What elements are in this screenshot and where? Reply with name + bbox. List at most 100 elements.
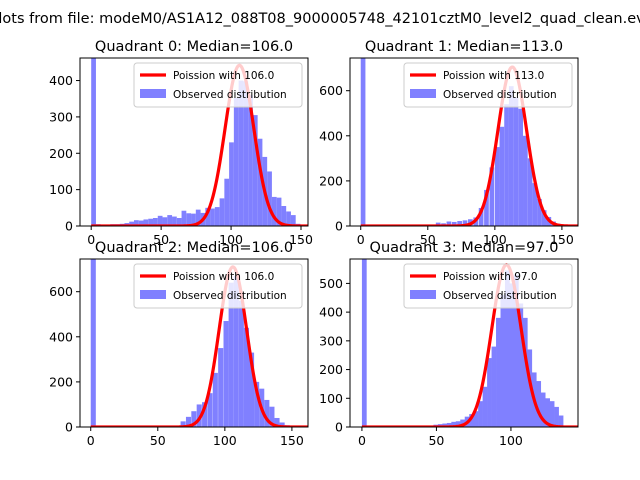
histogram-bar <box>541 210 547 226</box>
histogram-bar <box>532 183 538 226</box>
subplot-1: 0 50 100 150 0 200 400 600 Quadrant 1: Median=11… <box>319 39 579 247</box>
histogram-bar <box>460 419 466 427</box>
histogram-bar <box>540 392 546 427</box>
x-tick-label: 150 <box>289 232 313 247</box>
y-tick-label: 600 <box>319 83 343 98</box>
histogram-bar <box>500 294 506 427</box>
histogram-bar <box>90 259 96 427</box>
y-tick-label: 0 <box>65 420 73 435</box>
x-tick-label: 100 <box>499 433 523 448</box>
histogram-bar <box>252 115 258 226</box>
histogram-bar <box>180 421 186 427</box>
histogram-bar <box>457 221 462 226</box>
subplot-title: Quadrant 1: Median=113.0 <box>365 39 563 55</box>
axes-frame <box>349 258 579 428</box>
histogram-bar <box>129 221 134 226</box>
legend: Poission with 113.0 Observed distribution <box>403 62 573 108</box>
histogram-bar <box>210 208 215 226</box>
histogram-bar <box>228 282 234 427</box>
subplot-title: Quadrant 0: Median=106.0 <box>95 39 293 55</box>
histogram-bar <box>286 211 291 226</box>
x-tick-label: 50 <box>420 232 436 247</box>
histogram-bar <box>229 142 234 226</box>
histogram-bar <box>196 404 202 427</box>
histogram-bar <box>214 207 220 226</box>
histogram-bar <box>276 197 282 226</box>
plot-area <box>359 58 578 226</box>
axes-frame <box>79 57 309 227</box>
histogram-bar <box>518 108 524 226</box>
histogram-bar <box>191 213 196 226</box>
y-tick-label: 0 <box>335 420 343 435</box>
x-tick-label: 0 <box>87 232 95 247</box>
y-tick-label: 300 <box>49 109 73 124</box>
histogram-bar <box>157 215 163 226</box>
y-tick-label: 100 <box>49 182 73 197</box>
histogram-bar <box>162 217 168 226</box>
histogram-bar <box>233 275 239 427</box>
plot-area <box>89 259 308 427</box>
y-tick-label: 500 <box>319 276 343 291</box>
histogram-bar <box>254 381 260 427</box>
histogram-bar <box>435 222 441 226</box>
histogram-bar <box>143 219 149 226</box>
axes-frame <box>79 258 309 428</box>
histogram-bar <box>451 421 457 427</box>
subplot-2: 0 50 100 150 0 200 400 600 Quadrant 2: Median=10… <box>49 240 309 448</box>
histogram-bar <box>509 283 515 427</box>
histogram-bar <box>482 386 488 427</box>
legend-box <box>403 263 573 309</box>
histogram-bar <box>554 406 559 427</box>
histogram-bar <box>264 399 270 427</box>
histogram-bar <box>487 358 492 427</box>
x-tick-label: 100 <box>213 433 237 448</box>
histogram-bar <box>267 171 272 226</box>
y-tick-label: 400 <box>319 305 343 320</box>
histogram-bar <box>238 300 244 427</box>
histogram-bar <box>248 352 255 427</box>
x-tick-label: 0 <box>87 433 95 448</box>
histogram-bar <box>167 215 173 226</box>
subplot-3: 0 50 100 0 100 200 300 400 500 Quadrant 3: Median… <box>319 240 579 448</box>
histogram-bar <box>478 207 484 226</box>
histogram-bar <box>202 402 208 427</box>
histogram-bar <box>207 393 213 427</box>
histogram-bar <box>238 80 244 226</box>
histogram-bar <box>442 423 448 427</box>
histogram-bar <box>181 210 187 226</box>
y-tick-label: 300 <box>319 333 343 348</box>
histogram-bar <box>536 381 542 427</box>
y-tick-label: 200 <box>319 173 343 188</box>
histogram-bar <box>504 104 509 226</box>
legend-curve-label: Poission with 106.0 <box>173 70 274 82</box>
histogram-bar <box>451 221 457 226</box>
legend-bar-swatch <box>410 290 436 299</box>
legend-curve-label: Poission with 113.0 <box>443 70 544 82</box>
histogram-bar <box>545 398 550 427</box>
histogram-bar <box>496 317 501 427</box>
histogram-bar <box>191 411 197 427</box>
axes-frame <box>349 57 579 227</box>
poisson-curve <box>89 265 308 427</box>
y-tick-label: 400 <box>319 128 343 143</box>
histogram-bar <box>233 98 239 226</box>
histogram-bar <box>523 135 528 226</box>
histogram-bar <box>138 220 144 226</box>
histogram-bar <box>360 58 366 226</box>
y-tick-label: 200 <box>49 146 73 161</box>
legend-box <box>133 62 303 108</box>
histogram-bar <box>455 421 461 427</box>
histogram-bar <box>473 411 479 427</box>
legend-bars-label: Observed distribution <box>443 89 557 101</box>
histogram-bar <box>223 321 229 427</box>
x-tick-label: 150 <box>280 433 304 448</box>
subplot-0: 0 50 100 150 0 100 200 300 400 Quadrant 0: Median… <box>49 39 313 247</box>
histogram-bar <box>248 95 253 226</box>
histogram-bar <box>361 259 367 427</box>
legend-curve-label: Poission with 97.0 <box>443 271 538 283</box>
poisson-curve <box>89 63 308 226</box>
histogram-bar <box>446 221 452 226</box>
legend: Poission with 97.0 Observed distribution <box>403 263 573 309</box>
subplot-title: Quadrant 3: Median=97.0 <box>370 240 559 256</box>
